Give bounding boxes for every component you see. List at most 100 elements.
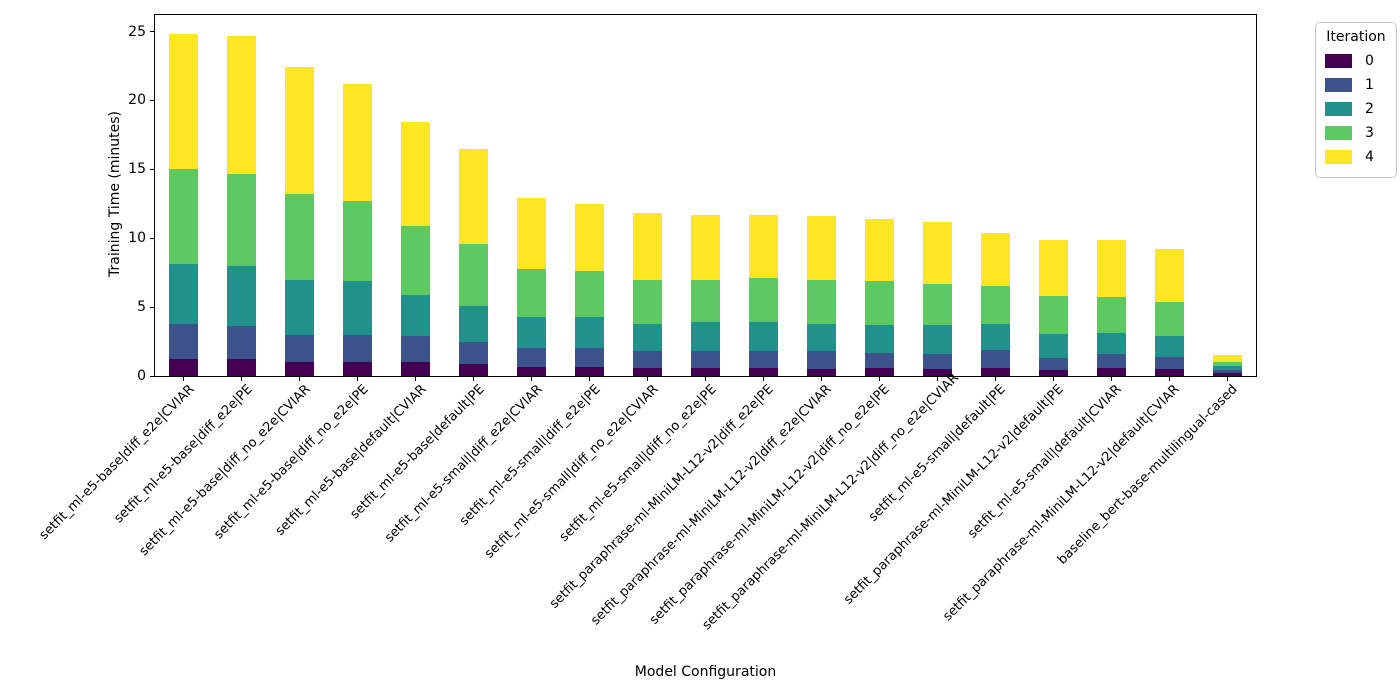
bar-segment-iter-1 [980,349,1010,368]
legend-swatch-icon [1325,54,1352,68]
bar-segment-iter-0 [227,358,257,376]
bar-segment-iter-0 [1038,370,1068,376]
legend-title: Iteration [1326,29,1386,45]
x-tick-mark [994,377,996,381]
x-tick-mark [415,377,417,381]
bar-segment-iter-4 [1038,239,1068,297]
legend-entry-1: 1 [1325,73,1387,97]
bar-segment-iter-2 [1212,366,1242,371]
legend-label: 2 [1365,101,1374,117]
bar-segment-iter-4 [1096,240,1126,298]
bar-segment-iter-3 [517,268,547,317]
x-tick-mark [647,377,649,381]
bar-segment-iter-2 [517,316,547,349]
y-tick-mark [150,375,154,377]
bar-segment-iter-2 [227,266,257,326]
legend-swatch-icon [1325,150,1352,164]
y-tick-label: 10 [128,230,146,247]
y-tick-label: 25 [128,23,146,40]
bar-segment-iter-2 [401,294,431,337]
bar-segment-iter-4 [517,198,547,269]
bar-segment-iter-0 [401,362,431,376]
bar-segment-iter-1 [169,324,199,359]
bar-segment-iter-0 [1212,373,1242,376]
x-tick-mark [1110,377,1112,381]
legend-entry-2: 2 [1325,97,1387,121]
bar-segment-iter-0 [285,362,315,376]
bar-segment-iter-4 [748,214,778,279]
bar-segment-iter-0 [922,369,952,376]
x-tick-mark [878,377,880,381]
bar-segment-iter-0 [169,358,199,376]
bar-segment-iter-0 [343,362,373,376]
bar-segment-iter-3 [1154,301,1184,337]
bar-segment-iter-0 [459,363,489,376]
bar-segment-iter-4 [806,216,836,280]
y-tick-mark [150,237,154,239]
bar-segment-iter-3 [459,243,489,306]
x-tick-mark [183,377,185,381]
bar-segment-iter-1 [285,334,315,363]
legend-entry-3: 3 [1325,121,1387,145]
bar-segment-iter-2 [575,316,605,349]
bar-segment-iter-4 [343,83,373,201]
bar-segment-iter-3 [748,278,778,323]
x-tick-mark [762,377,764,381]
bar-segment-iter-4 [633,213,663,280]
bar-segment-iter-1 [227,325,257,359]
bar-segment-iter-1 [575,348,605,368]
bar-segment-iter-1 [401,336,431,363]
y-tick-mark [150,306,154,308]
legend-label: 3 [1365,125,1374,141]
y-tick-mark [150,168,154,170]
bar-segment-iter-1 [806,351,836,370]
legend: Iteration 0 1 2 3 4 [1315,22,1397,178]
bar-segment-iter-2 [459,305,489,342]
bar-segment-iter-1 [1096,353,1126,368]
bar-segment-iter-0 [575,367,605,376]
legend-label: 0 [1365,53,1374,69]
x-tick-mark [820,377,822,381]
legend-label: 1 [1365,77,1374,93]
y-axis-label: Training Time (minutes) [107,111,123,277]
bar-segment-iter-2 [169,263,199,325]
bar-segment-iter-0 [633,368,663,376]
bar-segment-iter-1 [864,352,894,368]
y-tick-label: 20 [128,92,146,109]
y-tick-mark [150,99,154,101]
bar-segment-iter-1 [459,341,489,364]
bar-segment-iter-4 [922,221,952,284]
bar-segment-iter-3 [343,201,373,281]
y-tick-label: 15 [128,161,146,178]
bar-segment-iter-4 [285,67,315,195]
bar-segment-iter-3 [980,286,1010,324]
bar-segment-iter-2 [806,323,836,352]
y-tick-mark [150,31,154,33]
bar-segment-iter-4 [1154,249,1184,302]
x-tick-mark [299,377,301,381]
bar-segment-iter-3 [227,174,257,267]
bar-segment-iter-3 [1096,297,1126,334]
bar-segment-iter-3 [922,283,952,325]
bar-segment-iter-4 [401,122,431,226]
bar-segment-iter-1 [748,351,778,369]
bar-segment-iter-2 [1096,333,1126,354]
bar-segment-iter-2 [864,325,894,353]
bar-segment-iter-0 [517,367,547,376]
legend-swatch-icon [1325,78,1352,92]
x-tick-mark [705,377,706,381]
bar-segment-iter-2 [748,322,778,352]
bar-segment-iter-1 [343,334,373,363]
bar-segment-iter-4 [575,203,605,272]
bar-segment-iter-1 [633,351,663,369]
legend-swatch-icon [1325,102,1352,116]
bar-segment-iter-1 [1154,356,1184,370]
x-tick-mark [473,377,475,381]
bar-segment-iter-2 [343,280,373,335]
bar-segment-iter-1 [1212,370,1242,374]
bar-segment-iter-2 [691,322,720,352]
bar-segment-iter-0 [806,369,836,376]
x-tick-mark [936,377,938,381]
bar-segment-iter-0 [1154,369,1184,376]
